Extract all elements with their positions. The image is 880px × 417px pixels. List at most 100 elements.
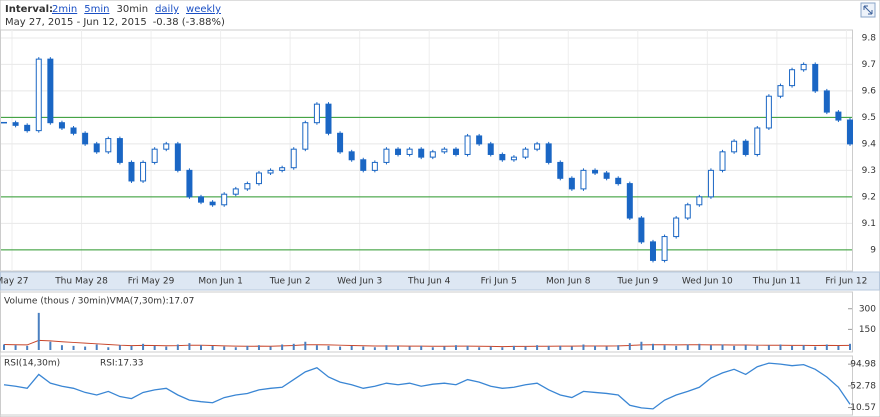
x-tick-label: Thu May 28 [54,277,108,287]
candle [592,169,599,174]
candle [649,241,656,261]
candle [395,148,402,155]
candle [313,103,320,124]
candle [487,143,494,155]
y-tick-label: 52.78 [850,381,876,391]
y-tick-label: 9 [870,245,876,255]
candle [638,217,645,243]
candle [383,148,390,163]
candle [545,143,552,163]
y-tick-label: 9.8 [862,33,877,43]
candle [765,95,772,129]
interval-label: Interval: [5,4,53,15]
x-tick-label: Wed Jun 10 [682,277,733,287]
expand-icon[interactable] [860,2,876,18]
interval-option[interactable]: 5min [84,4,109,15]
candle [534,143,541,150]
y-tick-label: 9.6 [862,86,877,96]
candle [24,124,31,132]
interval-option[interactable]: 2min [52,4,77,15]
candle [580,169,587,190]
candle [406,148,413,155]
candle [348,151,355,161]
candle [12,122,19,126]
candle [557,161,564,179]
x-tick-label: May 27 [0,277,28,287]
date-range: May 27, 2015 - Jun 12, 2015 [5,17,147,28]
x-tick-label: Mon Jun 8 [546,277,591,287]
y-tick-label: 9.3 [862,166,876,176]
candle [418,148,425,158]
candle [719,151,726,171]
interval-option[interactable]: weekly [186,4,221,15]
candle [325,103,332,134]
x-tick-label: Fri Jun 5 [481,277,517,287]
x-tick-label: Tue Jun 9 [616,277,658,287]
candle [47,58,54,124]
candle [684,204,691,219]
candle [603,172,610,179]
candle [244,183,251,190]
interval-option[interactable]: daily [155,4,179,15]
candle [441,148,448,153]
candle [847,119,853,145]
y-tick-label: 9.4 [862,139,877,149]
candle [661,236,668,261]
candle [754,127,761,155]
candle [70,127,77,134]
panel-title: Volume (thous / 30min) [4,297,110,307]
x-tick-label: Fri May 29 [128,277,175,287]
candle [140,161,147,182]
y-tick-label: 9.5 [862,113,876,123]
legend-entry: RSI:17.33 [100,359,143,369]
candle [707,169,714,198]
candle [35,58,42,132]
price-change: -0.38 (-3.88%) [153,17,225,28]
candle [823,90,830,113]
candle [105,138,112,153]
candle [163,143,170,150]
candle [302,122,309,150]
panel-border [0,29,853,272]
candle [82,132,89,145]
y-tick-label: 9.1 [862,219,876,229]
rsi-line [3,362,851,410]
candle [198,196,205,203]
x-tick-label: Wed Jun 3 [337,277,382,287]
x-tick-label: Fri Jun 12 [825,277,867,287]
y-tick-label: 9.2 [862,192,876,202]
candle [186,169,193,198]
candle [221,193,228,206]
candle [452,148,459,155]
candle [476,135,483,145]
candle [174,143,181,171]
x-tick-label: Tue Jun 2 [269,277,311,287]
candle [464,135,471,155]
candle [615,177,622,185]
candle [742,140,749,155]
candle [93,143,100,153]
candle [360,159,367,171]
candle [696,196,703,206]
candle [151,148,158,163]
y-tick-label: 300 [859,304,876,314]
candle [337,132,344,153]
candle [255,172,262,185]
candle [279,167,286,171]
candle [673,217,680,238]
candle [499,153,506,161]
candle [510,156,517,161]
candle [209,201,216,206]
vma-line [3,339,851,348]
candle [731,140,738,153]
candle [835,111,842,121]
candle [290,148,297,169]
candle [429,151,436,158]
y-tick-label: 10.57 [850,403,876,413]
candle [522,148,529,158]
candle [232,188,239,195]
x-tick-label: Thu Jun 11 [752,277,801,287]
x-tick-label: Mon Jun 1 [198,277,243,287]
